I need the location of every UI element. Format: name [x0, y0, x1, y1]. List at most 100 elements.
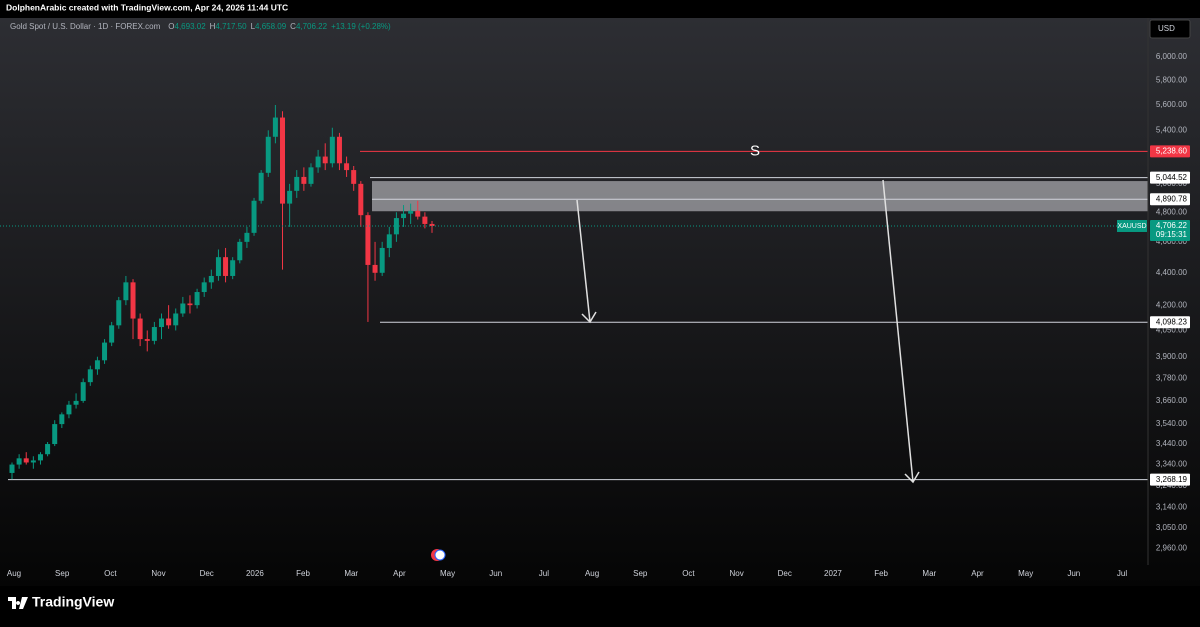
- candle-body: [166, 318, 172, 326]
- x-tick-label: Sep: [633, 569, 648, 578]
- candle-body: [344, 163, 350, 171]
- y-tick-label: 3,780.00: [1156, 374, 1188, 383]
- y-tick-label: 5,600.00: [1156, 100, 1188, 109]
- level-label: 5,044.52: [1156, 173, 1188, 182]
- level-label-bg: [1150, 473, 1190, 486]
- x-tick-label: Jul: [539, 569, 549, 578]
- candle-body: [87, 369, 93, 383]
- candle-body: [237, 241, 243, 261]
- candle-body: [422, 216, 428, 224]
- logo: [8, 597, 28, 609]
- annotation: S: [750, 142, 760, 159]
- y-tick-label: 3,900.00: [1156, 352, 1188, 361]
- y-tick-label: 3,660.00: [1156, 396, 1188, 405]
- chart-title: Gold Spot / U.S. Dollar · 1D · FOREX.com: [10, 22, 161, 31]
- candle-body: [429, 223, 435, 226]
- y-tick-label: 5,400.00: [1156, 125, 1188, 134]
- x-tick-label: Nov: [729, 569, 743, 578]
- x-tick-label: Feb: [874, 569, 888, 578]
- y-tick-label: 5,800.00: [1156, 76, 1188, 85]
- candle-body: [308, 167, 314, 184]
- candle-body: [265, 136, 271, 173]
- arrow-head: [581, 311, 597, 324]
- last-price-bg: [1150, 219, 1190, 241]
- candle-body: [280, 117, 286, 204]
- legend-value: 4,658.09: [255, 22, 287, 31]
- x-tick-label: Oct: [104, 569, 117, 578]
- x-tick-label: Aug: [7, 569, 21, 578]
- candle-body: [401, 213, 407, 219]
- arrow: [576, 199, 591, 323]
- candle-body: [45, 444, 51, 455]
- footer-bar: [0, 586, 1200, 622]
- candle-body: [365, 215, 371, 265]
- x-tick-label: Jul: [1117, 569, 1127, 578]
- candle-body: [251, 200, 257, 233]
- candle-body: [194, 292, 200, 306]
- currency: USD: [1158, 24, 1175, 33]
- legend-value: 4,717.50: [215, 22, 247, 31]
- y-tick-label: 4,600.00: [1156, 237, 1188, 246]
- candle-body: [230, 260, 236, 276]
- candle-body: [144, 339, 150, 341]
- x-tick-label: Mar: [922, 569, 936, 578]
- candle-body: [16, 458, 22, 465]
- legend-value: 4,693.02: [175, 22, 207, 31]
- candle-body: [130, 282, 136, 319]
- candle-body: [215, 257, 221, 276]
- y-tick-label: 4,400.00: [1156, 268, 1188, 277]
- x-tick-label: Feb: [296, 569, 310, 578]
- candle-body: [109, 325, 115, 343]
- legend-change: +13.19 (+0.28%): [331, 22, 391, 31]
- candle-body: [9, 464, 15, 473]
- candle-body: [180, 303, 186, 314]
- plot: O 4,693.02 H 4,717.50 L 4,658.09 C 4,706.22 +13.…: [0, 22, 1190, 578]
- y-tick-label: 4,200.00: [1156, 300, 1188, 309]
- candle-body: [80, 382, 86, 401]
- level-label: 4,890.78: [1156, 194, 1188, 203]
- level-label-bg: [1150, 171, 1190, 184]
- candle-body: [358, 183, 364, 216]
- candle-body: [59, 414, 65, 425]
- chart-background: [0, 18, 1200, 586]
- countdown: 09:15:31: [1156, 230, 1188, 239]
- candle-body: [94, 360, 100, 370]
- candle-body: [386, 234, 392, 248]
- level-label: 5,238.60: [1156, 147, 1188, 156]
- candle-body: [52, 424, 58, 445]
- candle-body: [223, 257, 229, 276]
- candle-body: [201, 282, 207, 293]
- x-tick-label: Oct: [682, 569, 695, 578]
- candle-body: [301, 176, 307, 184]
- y-tick-label: 6,000.00: [1156, 52, 1188, 61]
- x-tick-label: Dec: [200, 569, 214, 578]
- candle-body: [315, 156, 321, 168]
- candle-body: [173, 313, 179, 326]
- candle-body: [244, 232, 250, 242]
- symbol-tag-bg: [1117, 219, 1147, 232]
- header: DolphenArabic created with TradingView.c…: [6, 2, 288, 12]
- y-tick-label: 3,540.00: [1156, 419, 1188, 428]
- x-tick-label: Aug: [585, 569, 599, 578]
- candle-body: [187, 303, 193, 306]
- candle-body: [379, 247, 385, 273]
- event-icon: [434, 549, 446, 561]
- candle-body: [116, 300, 122, 326]
- x-tick-label: Dec: [778, 569, 792, 578]
- y-tick-label: 3,340.00: [1156, 460, 1188, 469]
- candle-body: [137, 318, 143, 340]
- legend-key: O: [168, 22, 174, 31]
- candle-body: [123, 282, 129, 301]
- candle-body: [102, 342, 108, 361]
- arrow: [882, 179, 914, 483]
- x-tick-label: Apr: [393, 569, 406, 578]
- candle-body: [415, 210, 421, 217]
- candle-body: [322, 156, 328, 164]
- arrow-head: [904, 471, 920, 484]
- candle-body: [287, 190, 293, 204]
- candle-body: [336, 136, 342, 164]
- candle-body: [66, 404, 72, 415]
- x-tick-label: Apr: [971, 569, 984, 578]
- candle-body: [151, 327, 157, 341]
